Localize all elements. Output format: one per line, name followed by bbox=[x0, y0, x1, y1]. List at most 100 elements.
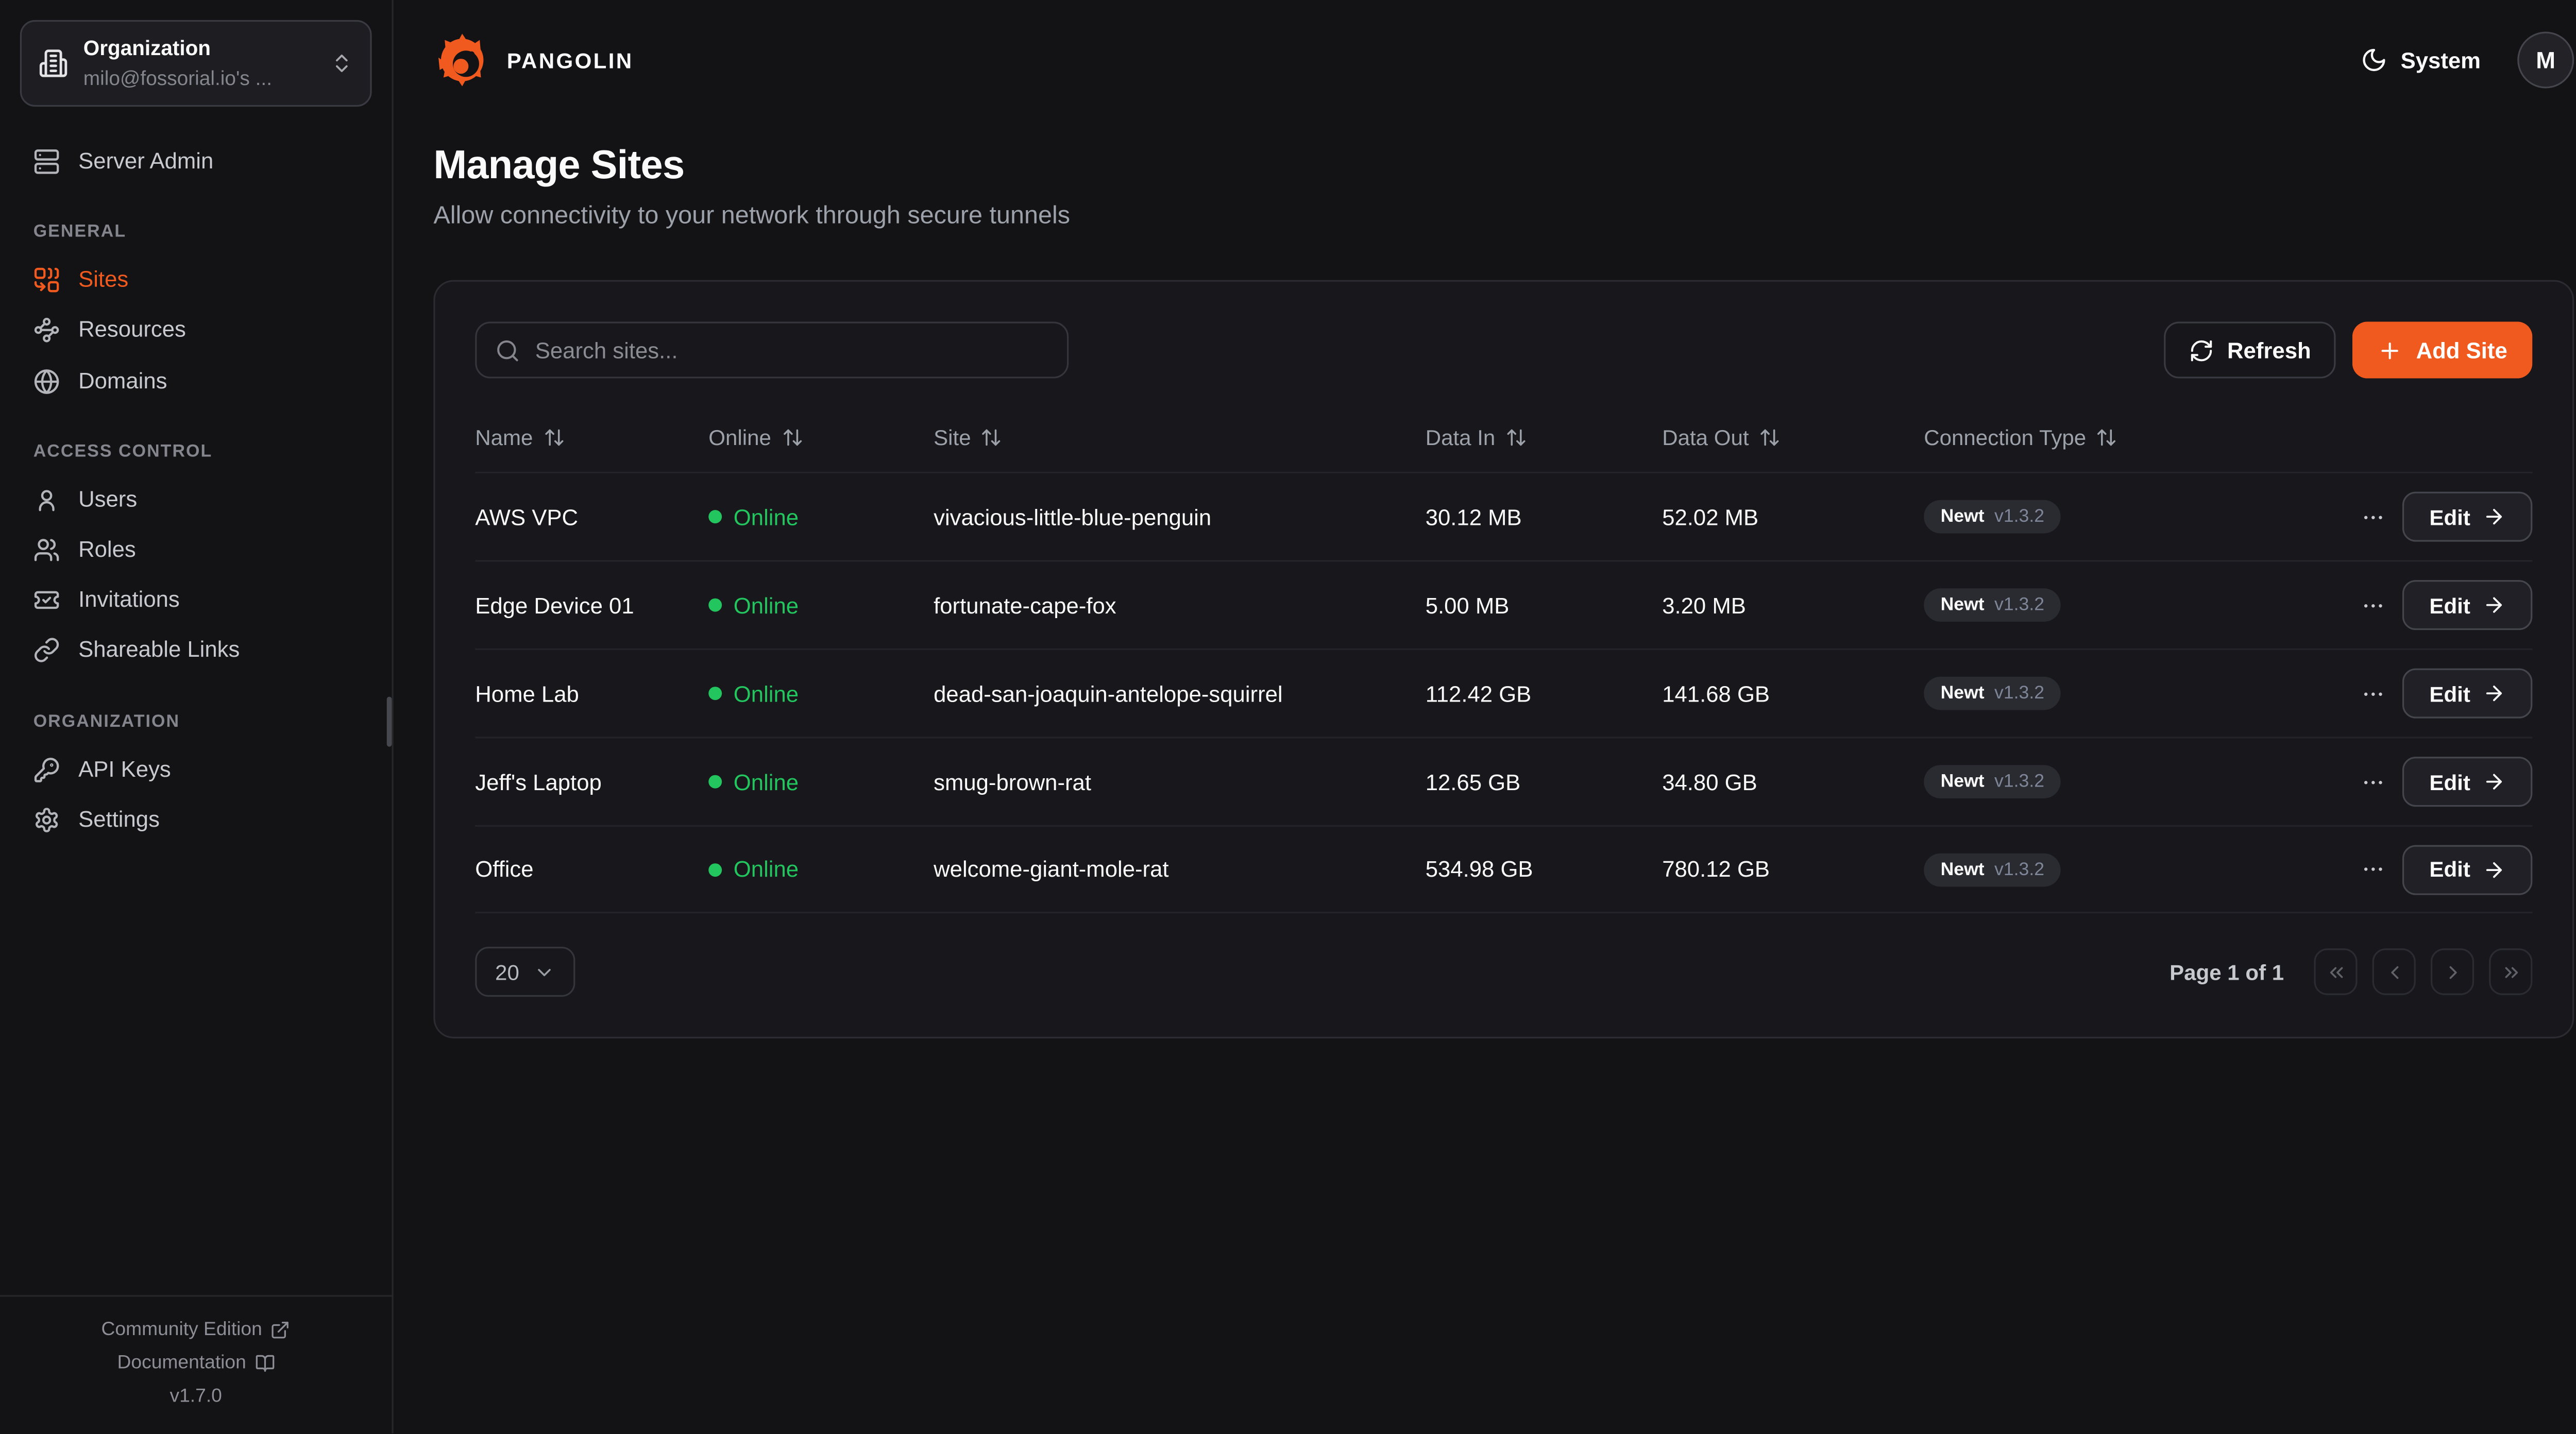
column-header-site[interactable]: Site bbox=[934, 424, 1426, 449]
sidebar-item-label: Sites bbox=[78, 267, 129, 292]
org-switcher-value: milo@fossorial.io's ... bbox=[83, 66, 273, 90]
first-page-button[interactable] bbox=[2314, 948, 2358, 995]
site-slug: welcome-giant-mole-rat bbox=[934, 857, 1169, 882]
sidebar-item-label: Domains bbox=[78, 367, 167, 393]
main-content: PANGOLIN System M Manage Sites Allow con… bbox=[394, 0, 2576, 1433]
sidebar-item-label: Roles bbox=[78, 536, 136, 562]
sidebar-scroll-area: Organization milo@fossorial.io's ... Ser… bbox=[0, 0, 392, 1295]
sidebar-item-roles[interactable]: Roles bbox=[20, 525, 372, 575]
theme-toggle[interactable]: System bbox=[2361, 47, 2481, 74]
table-header: Name Online Site Data In bbox=[475, 402, 2532, 472]
card-toolbar: Refresh Add Site bbox=[475, 321, 2533, 379]
connection-type-badge: Newt v1.3.2 bbox=[1924, 852, 2061, 886]
site-slug: vivacious-little-blue-penguin bbox=[934, 504, 1212, 530]
column-header-data-in[interactable]: Data In bbox=[1426, 424, 1662, 449]
key-icon bbox=[33, 756, 60, 783]
online-dot bbox=[708, 598, 722, 612]
column-header-data-out[interactable]: Data Out bbox=[1662, 424, 1924, 449]
building-icon bbox=[38, 48, 68, 78]
pangolin-logo-icon bbox=[433, 30, 493, 90]
add-site-button[interactable]: Add Site bbox=[2352, 321, 2533, 379]
page-title: Manage Sites bbox=[433, 143, 685, 189]
chevrons-up-down-icon bbox=[330, 52, 353, 75]
data-in-value: 112.42 GB bbox=[1425, 680, 1532, 706]
table-row: Jeff's Laptop Online smug-brown-rat 12.6… bbox=[475, 737, 2533, 825]
edit-button[interactable]: Edit bbox=[2402, 844, 2533, 895]
data-out-value: 34.80 GB bbox=[1662, 769, 1757, 794]
data-in-value: 12.65 GB bbox=[1425, 769, 1521, 794]
site-name: Jeff's Laptop bbox=[475, 769, 602, 794]
sidebar-item-domains[interactable]: Domains bbox=[20, 356, 372, 406]
community-edition-label: Community Edition bbox=[101, 1320, 262, 1340]
next-page-button[interactable] bbox=[2430, 948, 2475, 995]
sidebar-item-sites[interactable]: Sites bbox=[20, 255, 372, 306]
documentation-link[interactable]: Documentation bbox=[13, 1347, 379, 1380]
sidebar-scrollbar-thumb[interactable] bbox=[386, 696, 392, 747]
search-icon bbox=[495, 337, 520, 363]
last-page-button[interactable] bbox=[2489, 948, 2533, 995]
row-menu-button[interactable] bbox=[2342, 846, 2402, 893]
row-menu-button[interactable] bbox=[2342, 582, 2402, 628]
sidebar-nav: Server Admin GENERAL Sites Resources bbox=[20, 136, 372, 845]
column-header-connection-type[interactable]: Connection Type bbox=[1924, 424, 2300, 449]
edit-button[interactable]: Edit bbox=[2402, 757, 2533, 807]
external-link-icon bbox=[270, 1320, 291, 1340]
data-out-value: 780.12 GB bbox=[1662, 857, 1770, 882]
connection-type-badge: Newt v1.3.2 bbox=[1924, 588, 2061, 622]
row-menu-button[interactable] bbox=[2342, 493, 2402, 540]
chevrons-right-icon bbox=[2500, 961, 2521, 982]
page-size-select[interactable]: 20 bbox=[475, 946, 576, 997]
row-menu-button[interactable] bbox=[2342, 670, 2402, 717]
connection-type-badge: Newt v1.3.2 bbox=[1924, 765, 2061, 798]
data-in-value: 534.98 GB bbox=[1425, 857, 1533, 882]
sort-icon bbox=[1759, 426, 1781, 448]
sidebar-item-api-keys[interactable]: API Keys bbox=[20, 744, 372, 795]
book-open-icon bbox=[255, 1354, 275, 1374]
table-body: AWS VPC Online vivacious-little-blue-pen… bbox=[475, 471, 2533, 914]
site-name: Office bbox=[475, 857, 534, 882]
previous-page-button[interactable] bbox=[2372, 948, 2416, 995]
sidebar-item-server-admin[interactable]: Server Admin bbox=[20, 136, 372, 187]
brand-name: PANGOLIN bbox=[506, 47, 634, 73]
app-version: v1.7.0 bbox=[170, 1387, 222, 1407]
site-status: Online bbox=[708, 769, 934, 794]
column-header-name[interactable]: Name bbox=[475, 424, 708, 449]
theme-label: System bbox=[2400, 47, 2481, 73]
row-menu-button[interactable] bbox=[2342, 758, 2402, 805]
sidebar-item-label: Shareable Links bbox=[78, 637, 240, 662]
org-switcher[interactable]: Organization milo@fossorial.io's ... bbox=[20, 20, 372, 107]
sort-icon bbox=[781, 426, 803, 448]
table-row: Home Lab Online dead-san-joaquin-antelop… bbox=[475, 648, 2533, 737]
chevron-down-icon bbox=[534, 961, 556, 982]
sidebar-item-shareable-links[interactable]: Shareable Links bbox=[20, 625, 372, 676]
sort-icon bbox=[543, 426, 565, 448]
column-header-online[interactable]: Online bbox=[708, 424, 934, 449]
site-status: Online bbox=[708, 681, 934, 706]
community-edition-link[interactable]: Community Edition bbox=[13, 1313, 379, 1347]
edit-button[interactable]: Edit bbox=[2402, 580, 2533, 630]
site-name: Edge Device 01 bbox=[475, 592, 634, 618]
avatar[interactable]: M bbox=[2517, 31, 2574, 89]
online-dot bbox=[708, 775, 722, 789]
sidebar-item-invitations[interactable]: Invitations bbox=[20, 575, 372, 626]
edit-button[interactable]: Edit bbox=[2402, 668, 2533, 719]
sidebar-item-users[interactable]: Users bbox=[20, 474, 372, 525]
data-in-value: 5.00 MB bbox=[1425, 592, 1510, 618]
refresh-button[interactable]: Refresh bbox=[2164, 321, 2336, 379]
data-out-value: 52.02 MB bbox=[1662, 504, 1759, 530]
sidebar-item-label: Invitations bbox=[78, 587, 180, 612]
arrow-right-icon bbox=[2482, 681, 2505, 705]
data-out-value: 141.68 GB bbox=[1662, 680, 1770, 706]
site-status: Online bbox=[708, 504, 934, 529]
data-out-value: 3.20 MB bbox=[1662, 592, 1746, 618]
add-site-label: Add Site bbox=[2416, 337, 2507, 363]
documentation-label: Documentation bbox=[117, 1353, 246, 1374]
edit-button[interactable]: Edit bbox=[2402, 491, 2533, 542]
sidebar-section-organization: ORGANIZATION bbox=[33, 711, 180, 731]
sidebar-item-settings[interactable]: Settings bbox=[20, 795, 372, 845]
arrow-right-icon bbox=[2482, 858, 2505, 881]
sidebar-item-resources[interactable]: Resources bbox=[20, 305, 372, 356]
search-input[interactable] bbox=[535, 337, 1049, 363]
gear-icon bbox=[33, 806, 60, 833]
